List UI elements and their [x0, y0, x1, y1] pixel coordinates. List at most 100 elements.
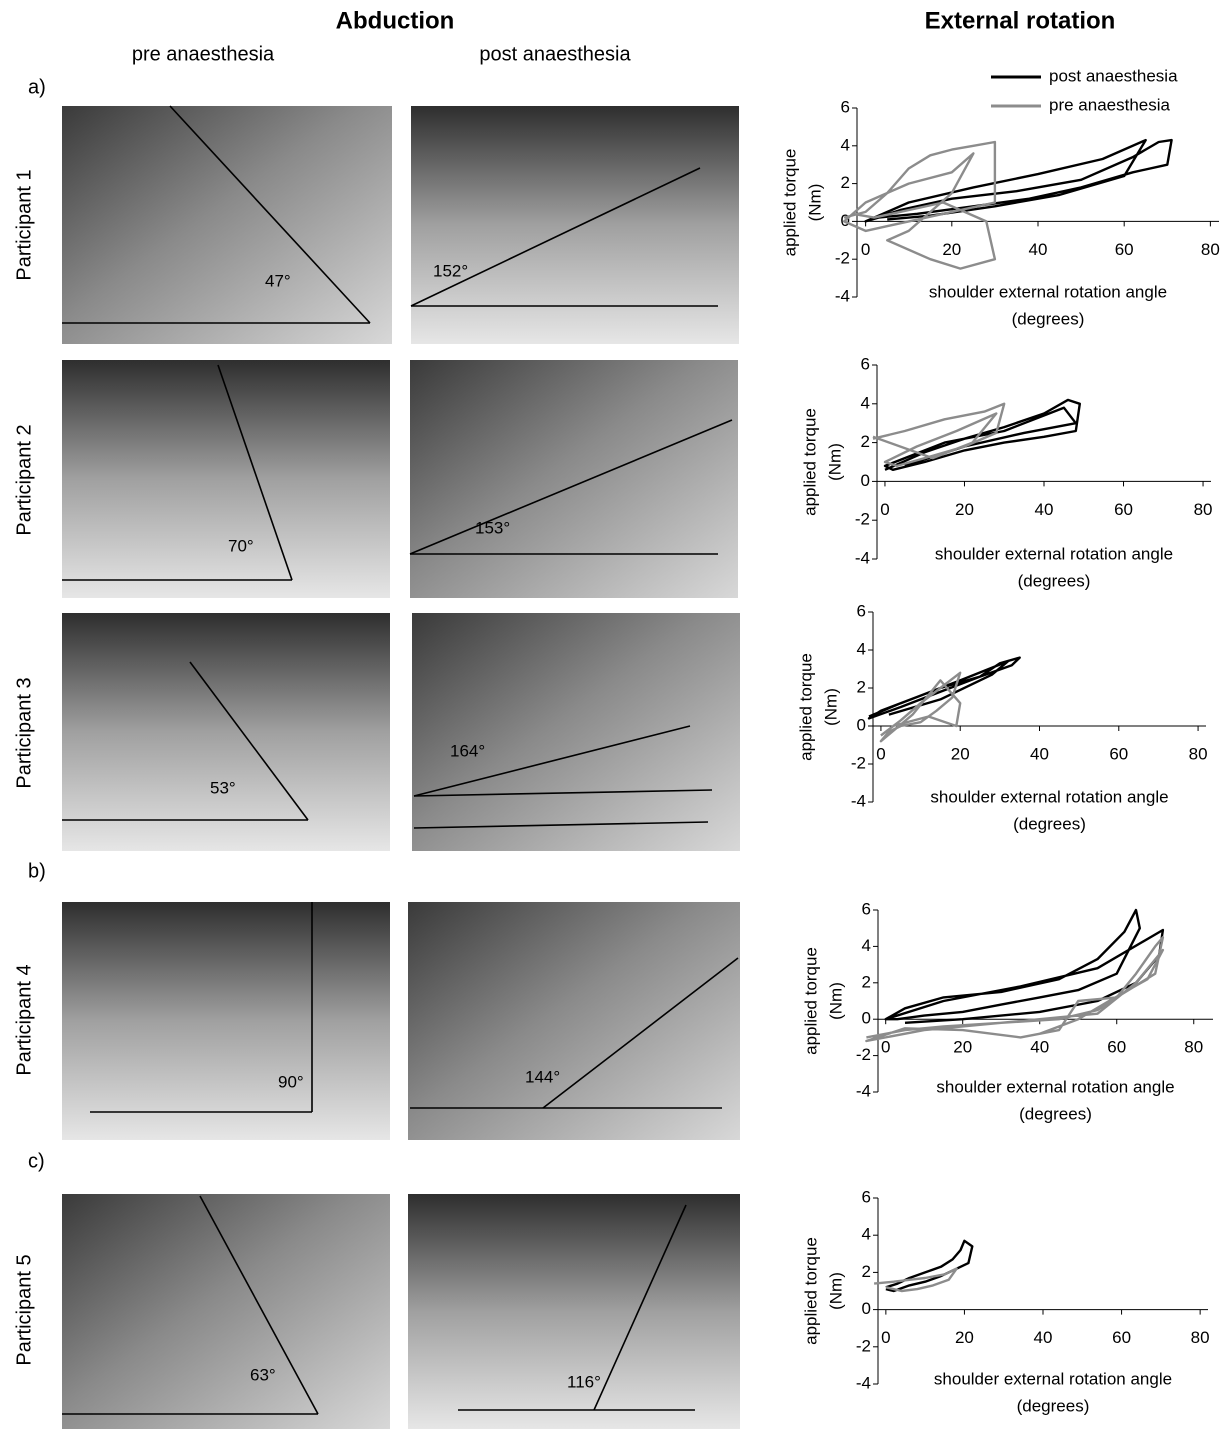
angle-label: 70°: [228, 536, 254, 555]
x-tick-label: 20: [951, 744, 970, 763]
series-line: [874, 1269, 957, 1291]
y-axis-label: (Nm): [825, 443, 844, 481]
x-tick-label: 40: [1034, 1328, 1053, 1347]
angle-label: 53°: [210, 778, 236, 797]
photo: [408, 1194, 740, 1429]
y-tick-label: 4: [857, 639, 866, 658]
x-tick-label: 0: [876, 744, 885, 763]
y-tick-label: 2: [862, 972, 871, 991]
y-tick-label: 6: [862, 1187, 871, 1206]
y-tick-label: -4: [856, 1373, 871, 1392]
x-axis-label: (degrees): [1013, 814, 1086, 833]
external-rotation-title: External rotation: [925, 7, 1116, 34]
participant-label: Participant 1: [13, 169, 35, 280]
y-tick-label: 2: [841, 173, 850, 192]
x-tick-label: 40: [1030, 1038, 1049, 1057]
x-tick-label: 20: [955, 1328, 974, 1347]
panel-label: b): [28, 860, 46, 882]
legend-label: post anaesthesia: [1049, 66, 1178, 85]
y-tick-label: 4: [862, 1225, 871, 1244]
x-axis-label: (degrees): [1019, 1104, 1092, 1123]
x-axis-label: shoulder external rotation angle: [934, 1369, 1172, 1388]
y-axis-label: applied torque: [796, 653, 815, 761]
y-tick-label: -4: [855, 548, 870, 567]
pre-header: pre anaesthesia: [132, 43, 275, 65]
x-tick-label: 80: [1184, 1038, 1203, 1057]
series-line: [886, 1241, 972, 1291]
photo: [411, 106, 739, 344]
x-axis-label: (degrees): [1017, 1396, 1090, 1415]
x-tick-label: 0: [861, 240, 870, 259]
x-tick-label: 20: [953, 1038, 972, 1057]
y-tick-label: -2: [855, 510, 870, 529]
y-tick-label: -2: [851, 753, 866, 772]
x-tick-label: 80: [1201, 240, 1220, 259]
y-tick-label: 6: [857, 601, 866, 620]
photo: [408, 902, 740, 1140]
panel-label: a): [28, 76, 46, 98]
y-axis-label: applied torque: [801, 947, 820, 1055]
series-line: [885, 400, 1080, 470]
x-tick-label: 80: [1191, 1328, 1210, 1347]
panel-label: c): [28, 1150, 45, 1172]
y-axis-label: (Nm): [821, 688, 840, 726]
angle-label: 47°: [265, 271, 291, 290]
angle-label: 144°: [525, 1067, 560, 1086]
series-line: [886, 910, 1163, 1023]
participant-label: Participant 5: [13, 1254, 35, 1365]
post-header: post anaesthesia: [479, 43, 631, 65]
x-tick-label: 60: [1115, 240, 1134, 259]
x-tick-label: 60: [1107, 1038, 1126, 1057]
angle-label: 90°: [278, 1072, 304, 1091]
y-tick-label: -2: [856, 1045, 871, 1064]
y-tick-label: 0: [862, 1009, 871, 1028]
photo: [62, 1194, 390, 1429]
x-axis-label: (degrees): [1012, 309, 1085, 328]
x-tick-label: 20: [942, 240, 961, 259]
angle-label: 116°: [567, 1372, 601, 1391]
y-tick-label: 0: [861, 471, 870, 490]
participant-label: Participant 4: [13, 964, 35, 1075]
legend-label: pre anaesthesia: [1049, 95, 1171, 114]
x-tick-label: 80: [1189, 744, 1208, 763]
y-tick-label: 0: [857, 715, 866, 734]
angle-label: 153°: [475, 518, 510, 537]
y-axis-label: applied torque: [780, 149, 799, 257]
x-tick-label: 40: [1030, 744, 1049, 763]
y-tick-label: 6: [861, 354, 870, 373]
y-tick-label: 6: [862, 899, 871, 918]
x-axis-label: shoulder external rotation angle: [929, 282, 1167, 301]
figure: Abduction External rotation pre anaesthe…: [0, 0, 1225, 1429]
angle-label: 152°: [433, 261, 468, 280]
y-tick-label: -2: [856, 1336, 871, 1355]
participant-label: Participant 2: [13, 424, 35, 535]
photo: [410, 360, 738, 598]
y-tick-label: 2: [857, 677, 866, 696]
photo: [62, 613, 390, 851]
x-axis-label: (degrees): [1018, 571, 1091, 590]
x-axis-label: shoulder external rotation angle: [930, 787, 1168, 806]
participant-label: Participant 3: [13, 677, 35, 788]
y-tick-label: 2: [861, 432, 870, 451]
y-tick-label: 2: [862, 1262, 871, 1281]
x-axis-label: shoulder external rotation angle: [936, 1077, 1174, 1096]
angle-label: 164°: [450, 741, 485, 760]
series-line: [869, 658, 1020, 719]
x-tick-label: 20: [955, 500, 974, 519]
photo: [412, 613, 740, 851]
x-tick-label: 60: [1112, 1328, 1131, 1347]
photo: [62, 902, 390, 1140]
x-tick-label: 0: [881, 1038, 890, 1057]
x-tick-label: 40: [1029, 240, 1048, 259]
y-tick-label: 4: [841, 135, 850, 154]
y-tick-label: 4: [862, 936, 871, 955]
x-axis-label: shoulder external rotation angle: [935, 544, 1173, 563]
x-tick-label: 0: [880, 500, 889, 519]
y-tick-label: 0: [862, 1299, 871, 1318]
abduction-title: Abduction: [336, 7, 455, 34]
x-tick-label: 0: [881, 1328, 890, 1347]
y-tick-label: -2: [835, 249, 850, 268]
y-tick-label: -4: [835, 286, 850, 305]
y-tick-label: -4: [851, 791, 866, 810]
y-axis-label: applied torque: [801, 1237, 820, 1345]
